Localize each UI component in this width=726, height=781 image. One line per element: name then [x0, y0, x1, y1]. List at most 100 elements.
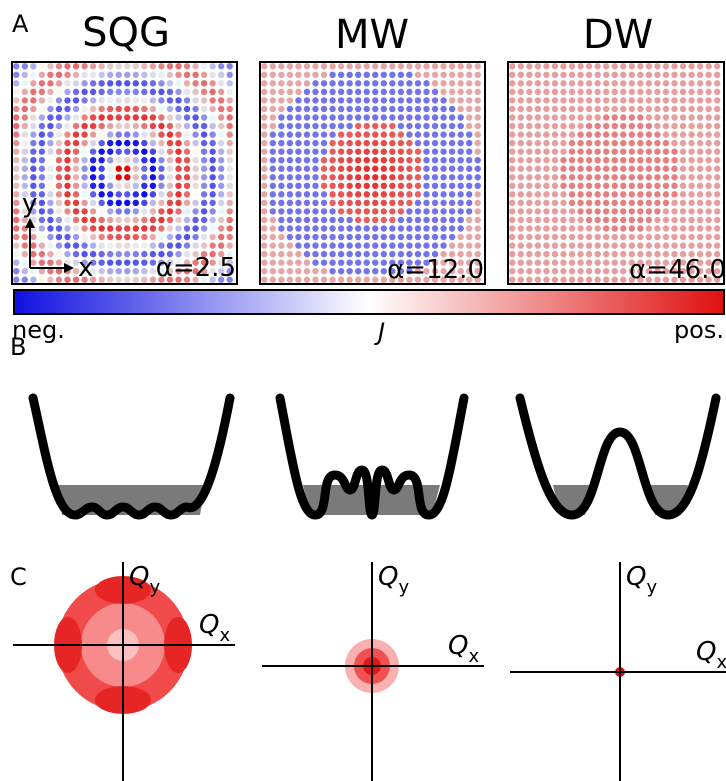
- site: [346, 63, 353, 70]
- site: [158, 242, 165, 249]
- site: [269, 80, 277, 87]
- site: [448, 199, 456, 207]
- site: [509, 182, 516, 190]
- site: [414, 233, 422, 241]
- site: [106, 233, 114, 241]
- site: [577, 276, 584, 283]
- site: [397, 88, 405, 96]
- site: [81, 131, 88, 138]
- site: [602, 63, 610, 70]
- site: [81, 80, 88, 87]
- site: [132, 174, 140, 181]
- site: [645, 165, 653, 172]
- site: [81, 242, 88, 249]
- site: [705, 242, 712, 249]
- site: [320, 199, 328, 207]
- site: [72, 233, 80, 241]
- site: [132, 131, 140, 138]
- site: [192, 105, 199, 113]
- site: [406, 182, 413, 190]
- site: [465, 233, 473, 241]
- site: [551, 250, 559, 258]
- site: [372, 122, 379, 130]
- site: [713, 63, 721, 70]
- site: [662, 139, 670, 147]
- site: [585, 122, 593, 130]
- site: [414, 165, 422, 172]
- site: [620, 71, 627, 79]
- site: [645, 63, 653, 70]
- site: [47, 276, 54, 283]
- site: [662, 267, 670, 275]
- site: [166, 182, 174, 190]
- site: [372, 165, 379, 172]
- panel-title: MW: [335, 12, 409, 58]
- site: [517, 139, 525, 147]
- site: [688, 191, 695, 198]
- site: [337, 267, 345, 275]
- site: [115, 182, 122, 190]
- site: [414, 71, 422, 79]
- site: [72, 267, 80, 275]
- site: [30, 105, 37, 113]
- site: [166, 174, 174, 181]
- site: [517, 242, 525, 249]
- site: [346, 216, 353, 224]
- site: [303, 259, 311, 266]
- site: [380, 250, 388, 258]
- site: [337, 105, 345, 113]
- site: [183, 242, 191, 249]
- site: [594, 267, 601, 275]
- site: [269, 63, 277, 70]
- site: [363, 174, 370, 181]
- site: [303, 174, 311, 181]
- site: [141, 131, 148, 138]
- site: [115, 139, 122, 147]
- site: [217, 250, 225, 258]
- site: [141, 233, 148, 241]
- site: [585, 225, 593, 232]
- site: [474, 276, 481, 283]
- site: [474, 174, 481, 181]
- site: [329, 156, 336, 164]
- site: [431, 199, 439, 207]
- site: [72, 242, 80, 249]
- site: [261, 267, 268, 275]
- site: [106, 199, 114, 207]
- site: [278, 122, 285, 130]
- site: [448, 216, 456, 224]
- site: [637, 225, 644, 232]
- site: [457, 165, 464, 172]
- site: [594, 242, 601, 249]
- site: [414, 242, 422, 249]
- q-label: Qy: [626, 562, 657, 598]
- site: [192, 114, 199, 121]
- alpha-label: α=2.5: [156, 253, 236, 283]
- site: [303, 114, 311, 121]
- site: [474, 250, 481, 258]
- site: [115, 216, 122, 224]
- site: [534, 80, 542, 87]
- site: [30, 267, 37, 275]
- site: [440, 216, 447, 224]
- site: [628, 122, 636, 130]
- site: [551, 208, 559, 215]
- site: [303, 233, 311, 241]
- site: [380, 114, 388, 121]
- site: [124, 225, 131, 232]
- site: [303, 276, 311, 283]
- site: [696, 191, 704, 198]
- site: [637, 242, 644, 249]
- site: [380, 199, 388, 207]
- site: [64, 156, 71, 164]
- site: [577, 267, 584, 275]
- site: [509, 225, 516, 232]
- site: [620, 208, 627, 215]
- site: [372, 131, 379, 138]
- site: [713, 191, 721, 198]
- site: [397, 174, 405, 181]
- site: [440, 199, 447, 207]
- site: [64, 225, 71, 232]
- site: [303, 208, 311, 215]
- site: [645, 208, 653, 215]
